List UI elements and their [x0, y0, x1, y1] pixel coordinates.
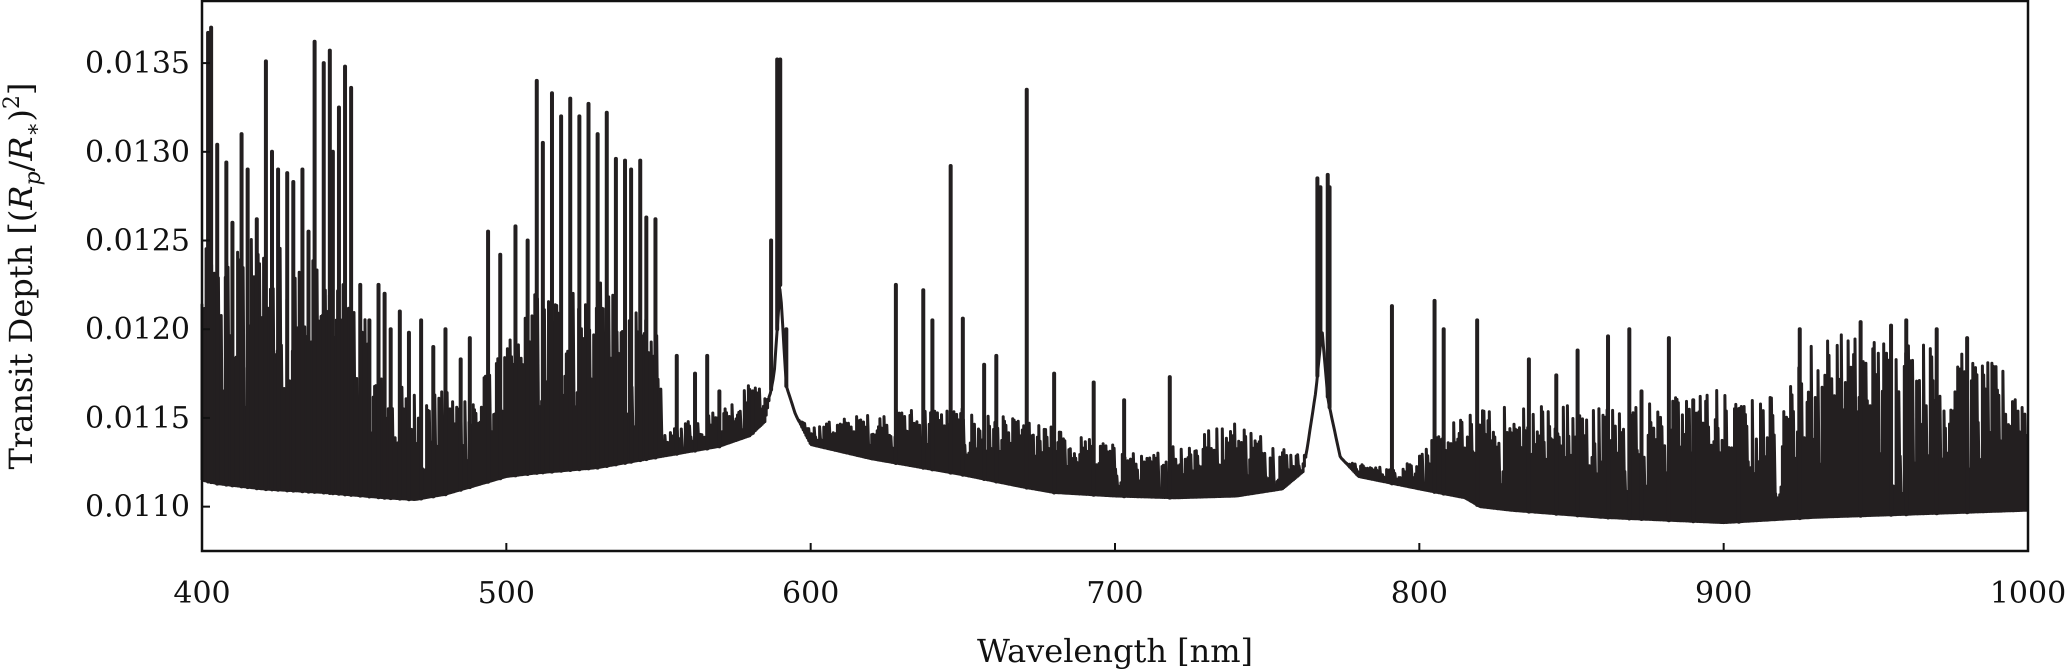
y-axis-ticks: 0.0110 0.0115 0.0120 0.0125 0.0130 0.0135	[85, 46, 210, 525]
x-tick-label: 600	[782, 576, 839, 611]
y-tick-label: 0.0135	[85, 46, 190, 81]
y-tick-label: 0.0110	[85, 490, 190, 525]
x-tick-label: 500	[478, 576, 535, 611]
x-axis-label: Wavelength [nm]	[977, 632, 1253, 670]
x-tick-label: 400	[173, 576, 230, 611]
x-axis-ticks: 400 500 600 700 800 900 1000	[173, 543, 2066, 611]
spectral-line-peaks	[206, 25, 1970, 524]
x-tick-label: 800	[1391, 576, 1448, 611]
x-tick-label: 900	[1695, 576, 1752, 611]
plot-frame	[200, 0, 2030, 553]
x-tick-label: 1000	[1990, 576, 2066, 611]
y-tick-label: 0.0115	[85, 401, 190, 436]
y-tick-label: 0.0130	[85, 135, 190, 170]
y-tick-label: 0.0120	[85, 312, 190, 347]
spectrum-series-line	[200, 238, 2029, 525]
y-axis-label: Transit Depth [(Rp/R∗)2]	[0, 83, 46, 470]
plot-area	[200, 25, 2029, 525]
x-tick-label: 700	[1086, 576, 1143, 611]
y-tick-label: 0.0125	[85, 224, 190, 259]
